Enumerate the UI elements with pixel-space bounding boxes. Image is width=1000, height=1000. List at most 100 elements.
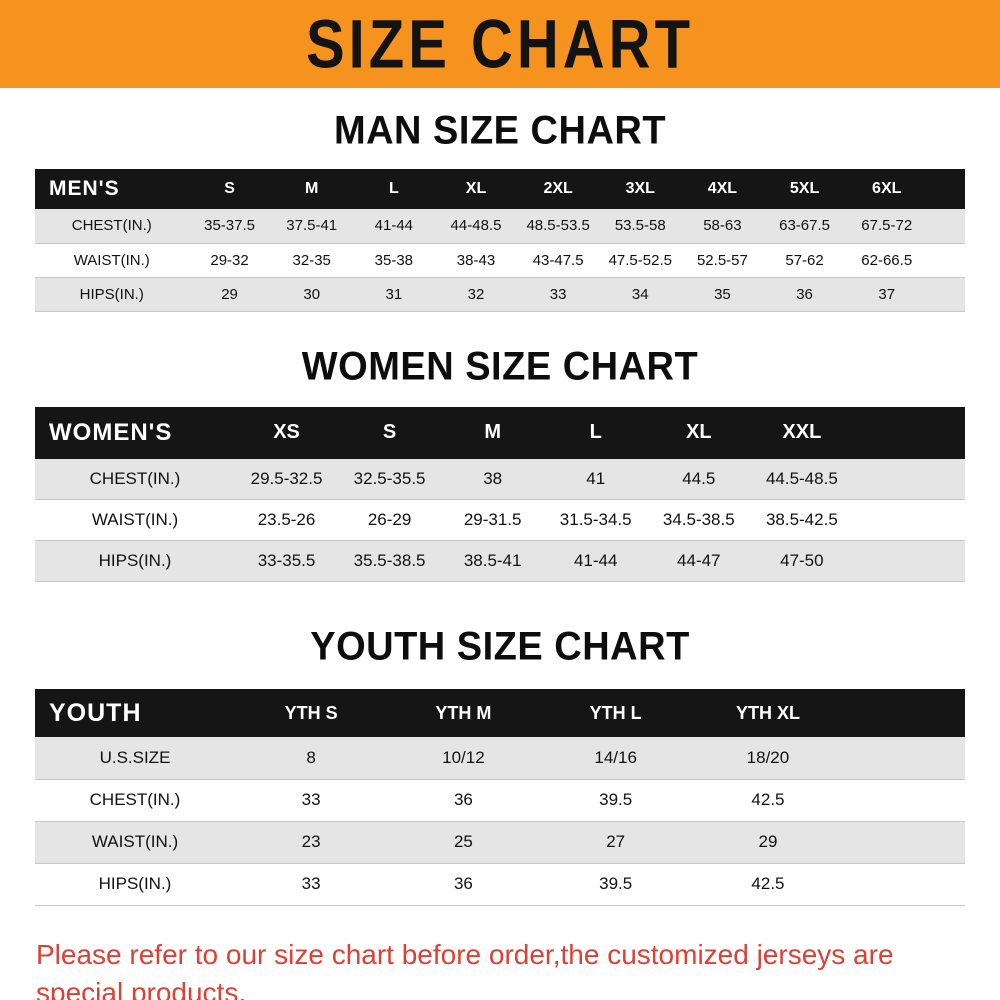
size-value: 26-29 xyxy=(367,510,412,529)
size-value: 33-35.5 xyxy=(257,551,316,570)
size-value: 63-67.5 xyxy=(779,217,830,235)
size-value: 52.5-57 xyxy=(696,251,748,269)
women-section-heading: WOMEN SIZE CHART xyxy=(301,344,699,389)
size-value: 10/12 xyxy=(442,747,485,767)
size-value: 34.5-38.5 xyxy=(662,510,735,529)
spacer-cell xyxy=(844,737,965,779)
spacer-cell xyxy=(853,459,965,500)
size-value: 58-63 xyxy=(703,217,742,235)
size-value: 38-43 xyxy=(456,251,496,269)
row-label: WAIST(IN.) xyxy=(91,832,179,851)
banner: SIZE CHART xyxy=(0,0,1000,88)
size-column-header: 4XL xyxy=(707,180,738,197)
size-column-header: 6XL xyxy=(872,180,902,197)
size-value: 36 xyxy=(453,874,473,893)
row-label: WAIST(IN.) xyxy=(73,251,150,269)
size-value: 42.5 xyxy=(751,790,785,809)
row-label: HIPS(IN.) xyxy=(98,874,172,893)
table-title-cell: WOMEN'S xyxy=(49,418,173,446)
size-value: 44.5 xyxy=(682,468,716,488)
size-column-header: YTH S xyxy=(284,702,338,723)
spacer-cell xyxy=(853,541,965,582)
size-value: 44.5-48.5 xyxy=(765,468,838,488)
table-row: WAIST(IN.) 23 25 27 29 xyxy=(35,821,965,863)
spacer-cell xyxy=(844,863,965,905)
size-value: 38.5-42.5 xyxy=(765,510,838,529)
size-value: 37 xyxy=(878,285,896,303)
size-column-header: XL xyxy=(686,421,712,443)
size-column-header: XXL xyxy=(782,421,822,443)
size-value: 48.5-53.5 xyxy=(526,217,590,235)
table-row: HIPS(IN.) 33-35.5 35.5-38.5 38.5-41 41-44 44-… xyxy=(35,540,965,582)
row-label: HIPS(IN.) xyxy=(98,551,172,570)
size-value: 29.5-32.5 xyxy=(250,468,323,488)
spacer-cell xyxy=(928,277,965,311)
spacer-cell xyxy=(844,821,965,863)
size-value: 23 xyxy=(301,832,321,851)
size-value: 29-32 xyxy=(210,251,249,269)
spacer-cell xyxy=(853,500,965,541)
row-label: CHEST(IN.) xyxy=(89,790,181,809)
table-row: CHEST(IN.) 33 36 39.5 42.5 xyxy=(35,779,965,821)
row-label: HIPS(IN.) xyxy=(79,285,144,303)
youth-table-wrap: YOUTH YTH S YTH M YTH L YTH XL U.S.SIZE 8 10/12… xyxy=(35,689,965,906)
row-label: CHEST(IN.) xyxy=(89,468,181,488)
table-header-row: WOMEN'S XS S M L XL XXL xyxy=(35,406,965,459)
size-value: 42.5 xyxy=(751,874,785,893)
size-value: 38.5-41 xyxy=(463,551,522,570)
footer-note: Please refer to our size chart before or… xyxy=(36,936,988,1000)
size-column-header: YTH M xyxy=(435,702,492,723)
men-table-wrap: MEN'S S M L XL 2XL 3XL 4XL 5XL 6XL CHEST(IN.) 35-37… xyxy=(35,169,965,312)
size-value: 33 xyxy=(301,790,321,809)
size-value: 32.5-35.5 xyxy=(353,468,426,488)
row-label: CHEST(IN.) xyxy=(71,217,152,235)
table-header-row: YOUTH YTH S YTH M YTH L YTH XL xyxy=(35,689,965,737)
table-row: HIPS(IN.) 29 30 31 32 33 34 35 36 37 xyxy=(35,277,965,311)
size-value: 14/16 xyxy=(594,747,637,767)
size-value: 35 xyxy=(714,285,731,303)
size-value: 29 xyxy=(758,832,778,851)
men-section-heading: MAN SIZE CHART xyxy=(333,108,667,154)
size-value: 35.5-38.5 xyxy=(353,551,426,570)
size-value: 36 xyxy=(453,790,473,809)
size-value: 62-66.5 xyxy=(861,251,913,269)
size-value: 37.5-41 xyxy=(286,217,338,235)
table-row: HIPS(IN.) 33 36 39.5 42.5 xyxy=(35,863,965,905)
size-value: 47.5-52.5 xyxy=(608,251,672,269)
size-value: 41-44 xyxy=(374,217,414,235)
size-value: 35-37.5 xyxy=(204,217,255,235)
size-value: 23.5-26 xyxy=(257,510,316,529)
size-column-header: M xyxy=(484,421,501,443)
size-value: 32 xyxy=(467,285,485,303)
table-row: WAIST(IN.) 29-32 32-35 35-38 38-43 43-47.5 47.… xyxy=(35,243,965,277)
youth-size-table: YOUTH YTH S YTH M YTH L YTH XL U.S.SIZE 8 10/12… xyxy=(35,689,965,906)
spacer-cell xyxy=(853,407,965,459)
row-label: U.S.SIZE xyxy=(99,747,171,767)
size-column-header: 2XL xyxy=(543,180,573,197)
size-value: 39.5 xyxy=(599,874,633,893)
spacer-cell xyxy=(928,169,965,209)
table-title-cell: MEN'S xyxy=(49,177,120,200)
size-value: 30 xyxy=(303,285,321,303)
women-table-wrap: WOMEN'S XS S M L XL XXL CHEST(IN.) 29.5-32.5 32.5… xyxy=(35,406,965,583)
table-title-cell: YOUTH xyxy=(49,698,142,727)
table-row: U.S.SIZE 8 10/12 14/16 18/20 xyxy=(35,737,965,779)
spacer-cell xyxy=(928,243,965,277)
men-size-table: MEN'S S M L XL 2XL 3XL 4XL 5XL 6XL CHEST(IN.) 35-37… xyxy=(35,169,965,312)
spacer-cell xyxy=(928,209,965,243)
size-value: 31 xyxy=(385,285,403,303)
table-row: WAIST(IN.) 23.5-26 26-29 29-31.5 31.5-34.5 34… xyxy=(35,499,965,541)
size-value: 29-31.5 xyxy=(463,510,522,529)
row-label: WAIST(IN.) xyxy=(91,510,179,529)
size-column-header: 3XL xyxy=(625,180,655,197)
table-header-row: MEN'S S M L XL 2XL 3XL 4XL 5XL 6XL xyxy=(35,169,965,209)
size-value: 35-38 xyxy=(374,251,414,269)
size-value: 38 xyxy=(483,468,503,488)
size-value: 18/20 xyxy=(746,747,790,767)
women-section: WOMEN SIZE CHART WOMEN'S XS S M L XL XXL CHEST(… xyxy=(0,344,1000,583)
size-value: 39.5 xyxy=(599,790,633,809)
size-column-header: L xyxy=(589,421,602,443)
table-row: CHEST(IN.) 35-37.5 37.5-41 41-44 44-48.5 48.5… xyxy=(35,209,965,243)
size-value: 41-44 xyxy=(573,551,618,570)
